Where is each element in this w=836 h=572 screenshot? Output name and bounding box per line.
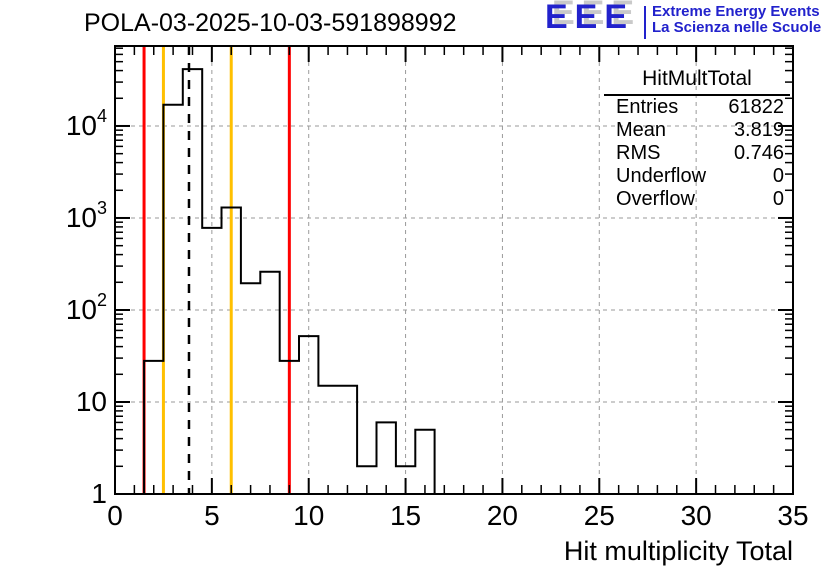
stats-value: 0 [772,188,784,210]
stats-label: RMS [616,142,661,164]
plot-title: POLA-03-2025-10-03-591898992 [84,9,457,37]
stats-label: Mean [616,119,667,141]
x-axis-title: Hit multiplicity Total [563,536,793,566]
eee-logo: EEE Extreme Energy Events La Scienza nel… [545,0,836,42]
stats-label: Entries [616,96,679,118]
stats-label: Underflow [616,165,707,187]
stats-value: 61822 [728,96,784,118]
x-tick-label: 30 [681,500,712,531]
y-tick-label: 10 [76,386,107,417]
stats-box: HitMultTotal Entries 61822 Mean 3.819 RM… [604,67,790,211]
stats-row-underflow: Underflow 0 [604,165,790,188]
y-tick-label: 103 [66,198,107,233]
y-tick-label: 102 [66,290,107,325]
x-tick-label: 5 [204,500,220,531]
stats-value: 0 [772,165,784,187]
x-tick-label: 35 [777,500,808,531]
y-tick-label: 1 [91,478,107,509]
histogram-path [115,68,793,495]
x-tick-label: 25 [584,500,615,531]
stats-row-rms: RMS 0.746 [604,142,790,165]
x-tick-label: 15 [390,500,421,531]
y-tick-label: 104 [66,106,107,141]
logo-line1: Extreme Energy Events [652,3,820,20]
logo-line2: La Scienza nelle Scuole [652,19,822,36]
stats-value: 3.819 [733,119,784,141]
axis-frame [114,45,794,495]
stats-title: HitMultTotal [604,67,790,96]
x-tick-label: 0 [107,500,123,531]
x-tick-label: 20 [487,500,518,531]
x-tick-label: 10 [293,500,324,531]
logo-separator [644,6,646,39]
stats-value: 0.746 [733,142,784,164]
eee-logo-text: Extreme Energy Events La Scienza nelle S… [652,4,821,36]
stats-row-mean: Mean 3.819 [604,119,790,142]
stats-label: Overflow [616,188,695,210]
eee-logo-acronym: EEE [545,0,635,36]
stats-row-entries: Entries 61822 [604,96,790,119]
stats-row-overflow: Overflow 0 [604,188,790,211]
